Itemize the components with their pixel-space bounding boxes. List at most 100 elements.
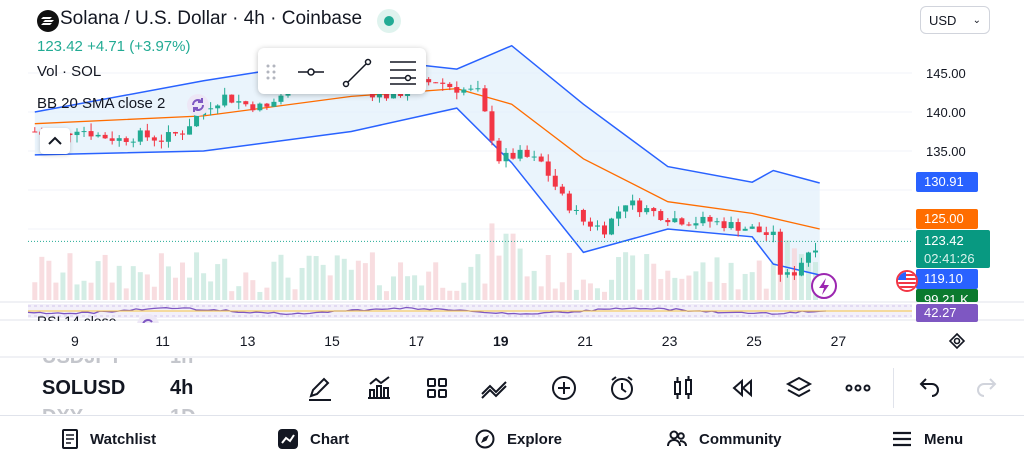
- rsi-loading-icon: [136, 313, 160, 323]
- currency-select[interactable]: USD ⌄: [920, 6, 990, 34]
- volume-bar: [95, 261, 101, 300]
- candles-icon[interactable]: [666, 372, 700, 404]
- nav-menu[interactable]: Menu: [892, 428, 963, 450]
- volume-bar: [257, 291, 263, 300]
- volume-bar: [630, 255, 636, 300]
- volume-bar: [376, 285, 382, 300]
- current-symbol[interactable]: SOLUSD: [42, 377, 126, 399]
- candle-body: [616, 211, 622, 219]
- next-symbol[interactable]: DXY: [42, 406, 83, 414]
- chart-settings-icon[interactable]: [946, 332, 968, 350]
- candle-body: [735, 222, 741, 231]
- volume-bar: [348, 269, 354, 300]
- volume-bar: [222, 258, 228, 300]
- volume-bar: [391, 276, 396, 300]
- pencil-icon[interactable]: [303, 372, 337, 404]
- volume-bar: [208, 281, 214, 300]
- volume-bar: [672, 277, 678, 300]
- volume-bar: [74, 284, 80, 300]
- volume-bar: [686, 275, 692, 300]
- candle-body: [538, 156, 544, 162]
- candle-body: [383, 92, 389, 99]
- event-lightning-icon[interactable]: [810, 272, 838, 300]
- bb-band-fill: [34, 45, 820, 276]
- more-icon[interactable]: [841, 372, 875, 404]
- candle-body: [257, 103, 263, 111]
- next-timeframe[interactable]: 1D: [170, 406, 196, 414]
- redo-icon[interactable]: [970, 372, 1004, 404]
- rsi-indicator-label[interactable]: RSI 14 close: [37, 313, 117, 321]
- volume-bar: [236, 286, 242, 300]
- symbol-title[interactable]: Solana / U.S. Dollar · 4h · Coinbase: [60, 8, 363, 29]
- trend-icon[interactable]: [478, 372, 512, 404]
- candle-body: [496, 140, 502, 162]
- candle-body: [468, 88, 474, 90]
- candle-body: [637, 200, 643, 213]
- volume-bar: [53, 282, 59, 300]
- last-price-value: 123.42: [924, 233, 964, 248]
- candle-body: [250, 104, 256, 111]
- volume-bar: [447, 290, 453, 300]
- volume-bar: [243, 272, 249, 300]
- plus-circle-icon[interactable]: [548, 372, 582, 404]
- volume-bar: [440, 287, 446, 300]
- bb-lower-badge: 119.10: [916, 269, 978, 289]
- drag-handle-icon[interactable]: [266, 64, 276, 80]
- nav-chart[interactable]: Chart: [278, 428, 349, 450]
- horizontal-line-tool-icon[interactable]: [298, 68, 324, 76]
- indicator-loading-icon: [186, 93, 210, 117]
- nav-explore[interactable]: Explore: [475, 428, 562, 450]
- candle-body: [700, 216, 706, 224]
- volume-bar: [334, 255, 340, 300]
- grid-icon[interactable]: [420, 372, 454, 404]
- candle-body: [376, 92, 382, 98]
- volume-bar: [580, 279, 586, 300]
- candle-body: [707, 216, 713, 222]
- undo-icon[interactable]: [912, 372, 946, 404]
- volume-bar: [665, 270, 671, 300]
- volume-bar: [313, 256, 319, 300]
- volume-bar: [559, 282, 565, 300]
- candle-body: [278, 95, 284, 102]
- line-settings-icon[interactable]: [390, 61, 416, 85]
- volume-bar: [271, 261, 277, 300]
- time-tick: 27: [830, 333, 847, 349]
- volume-bar: [454, 290, 460, 300]
- volume-bar: [433, 262, 439, 300]
- volume-bar: [46, 260, 52, 300]
- volume-bar: [602, 291, 607, 300]
- volume-indicator-label[interactable]: Vol · SOL: [37, 63, 102, 80]
- bb-indicator-label[interactable]: BB 20 SMA close 2: [37, 95, 166, 112]
- volume-bar: [412, 275, 418, 300]
- volume-bar: [144, 274, 150, 300]
- prev-timeframe[interactable]: 1h: [170, 358, 193, 369]
- volume-bar: [552, 288, 558, 300]
- candle-body: [770, 231, 776, 235]
- collapse-legend-button[interactable]: [40, 128, 70, 154]
- time-tick: 11: [155, 333, 170, 349]
- alarm-icon[interactable]: [606, 372, 640, 404]
- symbol-switcher[interactable]: USDJPY 1h SOLUSD 4h DXY 1D: [0, 358, 300, 414]
- candle-body: [580, 209, 586, 222]
- nav-watchlist[interactable]: Watchlist: [62, 428, 156, 450]
- layers-icon[interactable]: [782, 372, 816, 404]
- volume-bar: [285, 277, 291, 300]
- volume-bar: [419, 285, 425, 300]
- price-quote: 123.42 +4.71 (+3.97%): [37, 38, 191, 55]
- volume-bar: [693, 271, 699, 300]
- volume-bar: [264, 287, 270, 300]
- candle-body: [623, 205, 629, 212]
- bb-basis-badge: 125.00: [916, 209, 978, 229]
- prev-symbol[interactable]: USDJPY: [42, 358, 122, 369]
- trend-line-tool-icon[interactable]: [342, 58, 372, 88]
- candle-body: [552, 175, 558, 187]
- current-timeframe[interactable]: 4h: [170, 377, 194, 399]
- candle-body: [763, 232, 769, 235]
- volume-bar: [749, 272, 755, 300]
- time-tick: 23: [661, 333, 678, 349]
- replay-icon[interactable]: [724, 372, 758, 404]
- bar-chart-icon[interactable]: [362, 372, 396, 404]
- nav-community[interactable]: Community: [667, 428, 782, 450]
- volume-bar: [482, 283, 488, 300]
